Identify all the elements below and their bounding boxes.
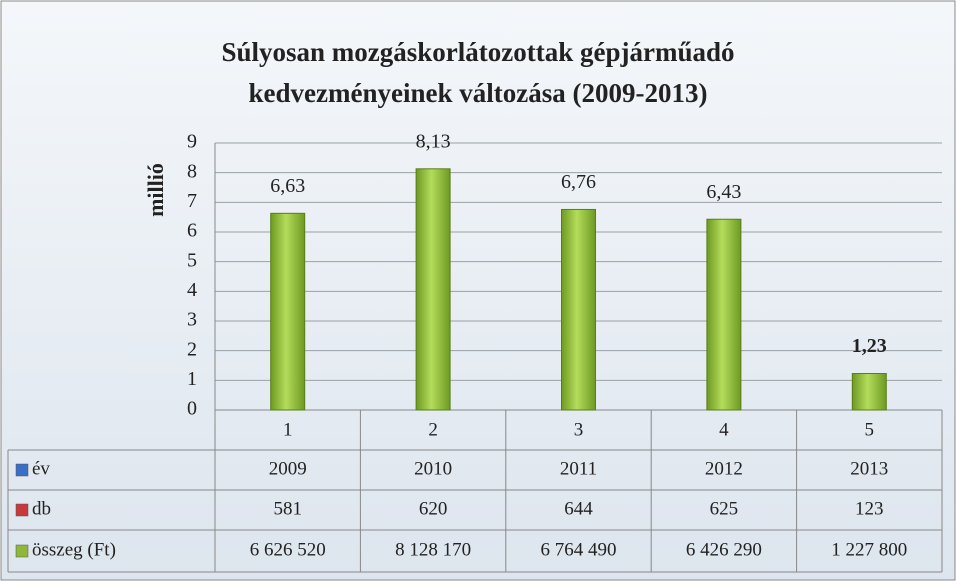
x-tick-label: 2 <box>428 419 438 440</box>
table-cell: 2011 <box>560 458 597 479</box>
y-tick-label: 1 <box>187 368 197 390</box>
bar <box>851 373 887 411</box>
table-cell: 2009 <box>269 458 307 479</box>
table-cell: 2012 <box>705 458 743 479</box>
x-tick-label: 1 <box>283 419 293 440</box>
table-cell: 6 426 290 <box>686 539 762 560</box>
y-tick-label: 2 <box>187 338 197 360</box>
table-cell: 581 <box>273 498 302 519</box>
x-tick-label: 3 <box>574 419 584 440</box>
bar <box>270 212 306 411</box>
value-label: 6,63 <box>270 175 305 197</box>
legend-swatch <box>15 544 29 558</box>
table-cell: 8 128 170 <box>395 539 471 560</box>
x-tick-label: 4 <box>719 419 729 440</box>
y-tick-label: 0 <box>187 398 197 420</box>
legend-swatch <box>15 463 29 477</box>
value-label: 6,76 <box>561 171 596 193</box>
table-cell: 625 <box>710 498 739 519</box>
y-tick-label: 8 <box>187 160 197 182</box>
y-axis-label: millió <box>143 163 168 217</box>
y-tick-label: 9 <box>187 131 197 153</box>
y-tick-label: 6 <box>187 220 197 242</box>
value-label: 6,43 <box>706 181 741 203</box>
y-tick-label: 4 <box>187 279 197 301</box>
row-label: összeg (Ft) <box>32 539 116 560</box>
value-label: 8,13 <box>416 130 451 152</box>
y-tick-label: 7 <box>187 190 197 212</box>
y-tick-label: 3 <box>187 309 197 331</box>
bar <box>561 208 596 411</box>
row-label: év <box>32 458 50 479</box>
chart-title: kedvezményeinek változása (2009-2013) <box>249 78 708 108</box>
table-cell: 6 626 520 <box>250 539 326 560</box>
y-tick-label: 5 <box>187 249 197 271</box>
x-tick-label: 5 <box>865 419 875 440</box>
table-cell: 2010 <box>414 458 452 479</box>
row-label: db <box>32 498 51 519</box>
chart-title: Súlyosan mozgáskorlátozottak gépjárműadó <box>221 37 734 67</box>
legend-swatch <box>15 503 29 517</box>
bar <box>706 218 742 411</box>
table-cell: 123 <box>855 498 884 519</box>
table-cell: 620 <box>419 498 448 519</box>
bar <box>415 168 451 411</box>
table-cell: 6 764 490 <box>541 539 617 560</box>
value-label: 1,23 <box>852 335 887 357</box>
table-cell: 2013 <box>850 458 888 479</box>
table-cell: 644 <box>564 498 593 519</box>
table-cell: 1 227 800 <box>831 539 907 560</box>
